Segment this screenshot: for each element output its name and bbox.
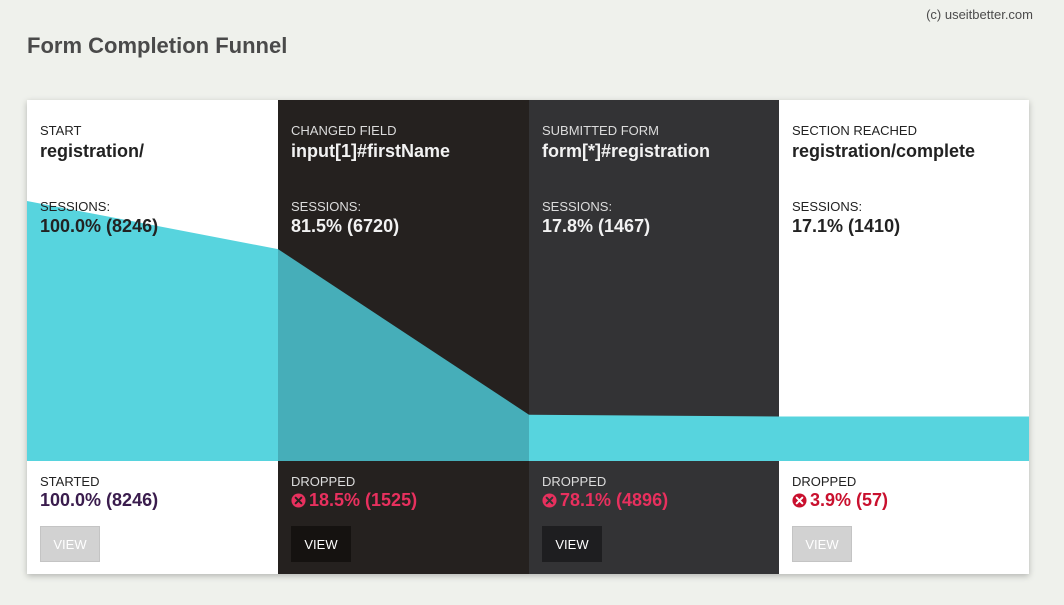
x-circle-icon — [542, 493, 557, 508]
dropped-value-text: 18.5% (1525) — [309, 490, 418, 510]
funnel-chart: START registration/ SESSIONS: 100.0% (82… — [27, 100, 1029, 574]
step-0-content: START registration/ SESSIONS: 100.0% (82… — [27, 100, 278, 574]
step-3-content: SECTION REACHED registration/complete SE… — [779, 100, 1029, 574]
funnel-segment-2 — [529, 414, 779, 461]
dropped-value: 78.1% (4896) — [542, 490, 668, 511]
view-button[interactable]: VIEW — [291, 526, 351, 562]
started-label: STARTED — [40, 474, 100, 489]
step-1-content: CHANGED FIELD input[1]#firstName SESSION… — [278, 100, 529, 574]
started-value-text: 100.0% (8246) — [40, 490, 159, 510]
credit-text: (c) useitbetter.com — [926, 7, 1033, 22]
funnel-segment-3 — [779, 416, 1029, 461]
step-name: input[1]#firstName — [291, 141, 451, 161]
sessions-label: SESSIONS: — [542, 199, 613, 214]
x-circle-icon — [792, 493, 807, 508]
funnel-area-plot — [27, 201, 1029, 461]
step-type-label: SECTION REACHED — [792, 123, 917, 138]
sessions-value: 100.0% (8246) — [40, 216, 159, 236]
dropped-value: 18.5% (1525) — [291, 490, 417, 511]
step-name: form[*]#registration — [542, 141, 711, 161]
view-button[interactable]: VIEW — [792, 526, 852, 562]
started-value: 100.0% (8246) — [40, 490, 158, 511]
sessions-value: 17.1% (1410) — [792, 216, 901, 236]
step-type-label: CHANGED FIELD — [291, 123, 397, 138]
sessions-value: 17.8% (1467) — [542, 216, 651, 236]
step-type-label: SUBMITTED FORM — [542, 123, 659, 138]
funnel-step-section-reached — [779, 100, 1029, 574]
sessions-label: SESSIONS: — [291, 199, 362, 214]
dropped-value: 3.9% (57) — [792, 490, 888, 511]
step-2-content: SUBMITTED FORM form[*]#registration SESS… — [529, 100, 779, 574]
dropped-value-text: 3.9% (57) — [810, 490, 889, 510]
step-name: registration/complete — [792, 141, 976, 161]
page-title: Form Completion Funnel — [27, 33, 288, 58]
funnel-step-submitted-form — [529, 100, 779, 574]
dropped-label: DROPPED — [291, 474, 356, 489]
dropped-value-text: 78.1% (4896) — [560, 490, 669, 510]
sessions-label: SESSIONS: — [40, 199, 111, 214]
sessions-label: SESSIONS: — [792, 199, 863, 214]
dropped-label: DROPPED — [542, 474, 607, 489]
funnel-segment-1 — [278, 249, 529, 461]
step-type-label: START — [40, 123, 82, 138]
view-button[interactable]: VIEW — [40, 526, 100, 562]
x-circle-icon — [291, 493, 306, 508]
dropped-label: DROPPED — [792, 474, 857, 489]
step-name: registration/ — [40, 141, 145, 161]
funnel-segment-0 — [27, 201, 278, 461]
sessions-value: 81.5% (6720) — [291, 216, 400, 236]
view-button[interactable]: VIEW — [542, 526, 602, 562]
